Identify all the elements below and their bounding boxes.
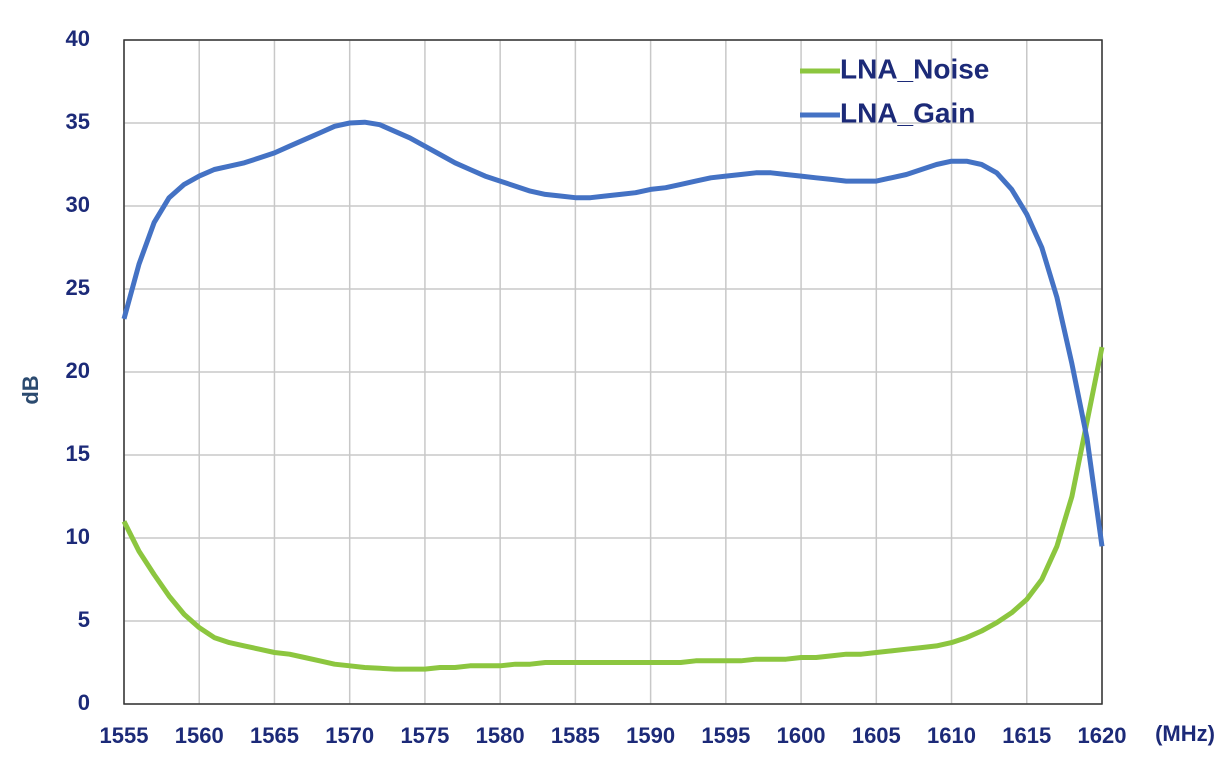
line-series <box>121 119 1105 547</box>
x-tick-label: 1600 <box>777 723 826 748</box>
y-tick-label: 35 <box>66 109 90 134</box>
x-tick-label: 1565 <box>250 723 299 748</box>
legend-label: LNA_Noise <box>840 53 989 84</box>
y-tick-label: 30 <box>66 192 90 217</box>
x-tick-label: 1570 <box>325 723 374 748</box>
x-tick-label: 1585 <box>551 723 600 748</box>
x-tick-label: 1555 <box>100 723 149 748</box>
y-tick-label: 0 <box>78 690 90 715</box>
x-tick-label: 1580 <box>476 723 525 748</box>
x-tick-label: 1595 <box>701 723 750 748</box>
y-tick-label: 15 <box>66 441 90 466</box>
x-axis-label: (MHz) <box>1155 721 1215 746</box>
y-axis-label: dB <box>18 375 43 404</box>
y-tick-label: 25 <box>66 275 90 300</box>
plot-frame <box>123 39 1103 705</box>
x-tick-label: 1575 <box>400 723 449 748</box>
y-tick-label: 10 <box>66 524 90 549</box>
y-tick-label: 40 <box>66 26 90 51</box>
x-tick-label: 1560 <box>175 723 224 748</box>
y-tick-label: 5 <box>78 607 90 632</box>
x-tick-label: 1610 <box>927 723 976 748</box>
y-tick-label: 20 <box>66 358 90 383</box>
x-tick-label: 1620 <box>1078 723 1127 748</box>
x-tick-label: 1615 <box>1002 723 1051 748</box>
legend-label: LNA_Gain <box>840 97 975 128</box>
line-series <box>121 346 1105 672</box>
x-tick-label: 1605 <box>852 723 901 748</box>
x-tick-label: 1590 <box>626 723 675 748</box>
